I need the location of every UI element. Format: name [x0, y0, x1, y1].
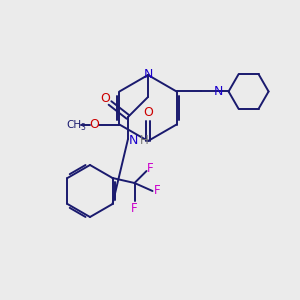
Text: F: F	[154, 184, 161, 197]
Text: CH: CH	[67, 119, 82, 130]
Text: N: N	[143, 68, 153, 82]
Text: O: O	[143, 106, 153, 119]
Text: F: F	[147, 163, 154, 176]
Text: H: H	[140, 134, 148, 148]
Text: F: F	[131, 202, 138, 215]
Text: 3: 3	[80, 123, 85, 132]
Text: N: N	[214, 85, 223, 98]
Text: O: O	[89, 118, 99, 131]
Text: N: N	[128, 134, 138, 146]
Text: O: O	[100, 92, 110, 104]
